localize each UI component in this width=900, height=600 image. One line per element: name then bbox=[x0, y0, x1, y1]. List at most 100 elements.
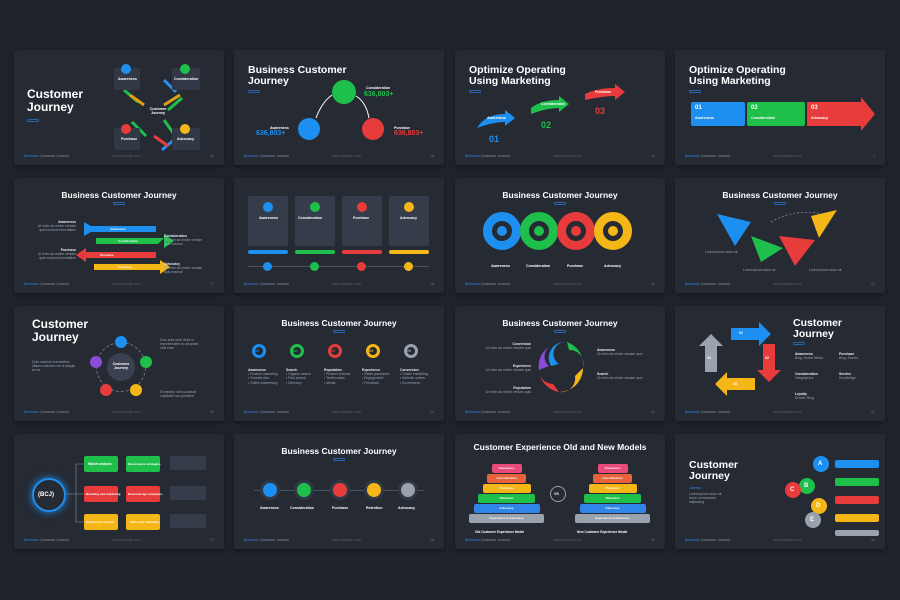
purchase-value: 636,803+ bbox=[394, 130, 424, 137]
hex-node bbox=[811, 498, 827, 514]
slide-title: Business Customer Journey bbox=[61, 190, 177, 200]
slide-title: Business Customer Journey bbox=[502, 318, 618, 328]
consideration-icon bbox=[310, 202, 320, 212]
label: Purchase bbox=[394, 126, 411, 130]
step-number: 03 bbox=[331, 349, 335, 353]
subtitle: Journey bbox=[689, 486, 702, 490]
purchase-card bbox=[114, 128, 140, 150]
step-number: 04 bbox=[369, 349, 373, 353]
note: Service Knowledge bbox=[839, 372, 856, 381]
note: Purchase Ut enim ad minim veniam quis nos… bbox=[37, 248, 76, 261]
advocacy-icon bbox=[180, 124, 190, 134]
slide-3[interactable]: Optimize Operating Using Marketing Awaren… bbox=[455, 50, 665, 165]
note: Excepteur sint occaecat cupidatat non pr… bbox=[160, 390, 196, 399]
purchase-icon bbox=[362, 118, 384, 140]
bar bbox=[295, 250, 335, 254]
slide-12[interactable]: Customer Journey 01 02 03 04 Awareness Blo… bbox=[675, 306, 885, 421]
pyramid-step: Consideration bbox=[487, 474, 526, 483]
awareness-icon bbox=[121, 64, 131, 74]
dots-icon bbox=[554, 330, 566, 333]
step-text: Reputation • Product reviews • Testimonial… bbox=[324, 368, 351, 385]
slide-16[interactable]: Customer Journey Journey Lorem ipsum dolo… bbox=[675, 434, 885, 549]
slide-1[interactable]: Customer Journey Awareness Consideration … bbox=[14, 50, 224, 165]
letter: C bbox=[790, 487, 795, 493]
hex-node bbox=[813, 456, 829, 472]
step-number: 01 bbox=[489, 134, 500, 144]
slide-7[interactable]: Business Customer Journey Awareness Cons… bbox=[455, 178, 665, 293]
pyramid-step: Purchase bbox=[588, 484, 637, 493]
slide-footer: Business Customer Journey www.website.com… bbox=[465, 154, 655, 158]
slide-footer: Business Customer Journey www.website.com… bbox=[465, 282, 655, 286]
consideration-value: 636,803+ bbox=[364, 91, 394, 98]
slide-9[interactable]: Customer Journey Customer Journey Quis no… bbox=[14, 306, 224, 421]
note: Quis nostrud exercitation ullamco labori… bbox=[32, 360, 76, 373]
step-number: 03 bbox=[811, 105, 818, 111]
note: Reputation Ut enim ad minim veniam quis bbox=[485, 386, 531, 395]
label: Branding and marketing bbox=[86, 492, 121, 496]
slide-footer: Business Customer Journey www.website.com… bbox=[24, 282, 214, 286]
slide-10[interactable]: Business Customer Journey 01 02 03 04 05… bbox=[234, 306, 444, 421]
timeline-dot bbox=[263, 262, 272, 271]
pyramid-step: Retention bbox=[478, 494, 535, 503]
step-number: 04 bbox=[707, 356, 711, 360]
center-label: (BCJ) bbox=[38, 492, 54, 498]
slide-11[interactable]: Business Customer Journey Conversion Ut e… bbox=[455, 306, 665, 421]
timeline-dot bbox=[310, 262, 319, 271]
cycle-arrows bbox=[699, 322, 781, 396]
label: Consideration bbox=[290, 506, 315, 510]
label: Consideration bbox=[526, 264, 551, 268]
label: Brand-design strategies bbox=[128, 492, 163, 496]
slide-title: Business Customer Journey bbox=[281, 446, 397, 456]
dots-icon bbox=[554, 202, 566, 205]
slide-footer: Business Customer Journey www.website.com… bbox=[24, 410, 214, 414]
label: Purchase bbox=[100, 253, 114, 257]
label: Experience creation bbox=[86, 520, 115, 524]
consideration-card bbox=[172, 68, 200, 90]
slide-footer: Business Customer Journey www.website.com… bbox=[685, 282, 875, 286]
note: Awareness Ut enim ad minim veniam quis no… bbox=[37, 220, 76, 233]
step-ring bbox=[290, 344, 304, 358]
label: Consideration bbox=[751, 116, 776, 120]
center-label: Customer Journey bbox=[112, 362, 130, 370]
note: Purchase Blog, Events bbox=[839, 352, 859, 361]
dots-icon bbox=[793, 342, 805, 345]
slide-title: Customer Journey bbox=[689, 459, 739, 482]
label: Consideration bbox=[541, 102, 566, 106]
slide-13[interactable]: (BCJ) Market analysis Branding and marke… bbox=[14, 434, 224, 549]
slide-title: Business Customer Journey bbox=[248, 64, 347, 87]
slide-title: Optimize Operating Using Marketing bbox=[689, 64, 786, 87]
slide-title: Customer Journey bbox=[27, 87, 84, 114]
consideration-icon bbox=[332, 80, 356, 104]
dots-icon bbox=[774, 202, 786, 205]
card bbox=[126, 514, 160, 530]
label: Sales and marketing bbox=[130, 520, 160, 524]
pyramid-step: Experience & Advocacy bbox=[575, 514, 650, 523]
gear-icon bbox=[534, 226, 544, 236]
slide-14[interactable]: Business Customer Journey Awareness Cons… bbox=[234, 434, 444, 549]
note: Search Ut enim ad minim veniam quis bbox=[597, 372, 643, 381]
step-ring bbox=[404, 344, 418, 358]
note: Awareness Blog, Social Media bbox=[795, 352, 824, 361]
hex-node bbox=[799, 478, 815, 494]
band bbox=[835, 496, 879, 504]
note: Consideration Ut enim ad minim veniam qui… bbox=[164, 234, 203, 247]
dots-icon bbox=[689, 90, 701, 93]
slide-4[interactable]: Optimize Operating Using Marketing 01 02 … bbox=[675, 50, 885, 165]
band bbox=[835, 514, 879, 522]
slide-8[interactable]: Business Customer Journey Lorem ipsum do… bbox=[675, 178, 885, 293]
step-text: Awareness • Product marketing • Youtube Ad… bbox=[248, 368, 278, 385]
slide-footer: Business Customer Journey www.website.com… bbox=[465, 410, 655, 414]
slide-15[interactable]: Customer Experience Old and New Models A… bbox=[455, 434, 665, 549]
slide-5[interactable]: Business Customer Journey Awareness Cons… bbox=[14, 178, 224, 293]
center-label: Customer Journey bbox=[149, 107, 167, 115]
label: Market analysis bbox=[88, 462, 112, 466]
label: Purchase bbox=[332, 506, 349, 510]
dots-icon bbox=[469, 90, 481, 93]
step-number: 01 bbox=[255, 349, 259, 353]
slide-6[interactable]: Awareness Consideration Purchase Advocac… bbox=[234, 178, 444, 293]
slide-2[interactable]: Business Customer Journey Awareness 636,8… bbox=[234, 50, 444, 165]
hex-node bbox=[805, 512, 821, 528]
label: Awareness bbox=[487, 116, 506, 120]
paper-planes bbox=[717, 210, 837, 266]
card bbox=[84, 456, 118, 472]
